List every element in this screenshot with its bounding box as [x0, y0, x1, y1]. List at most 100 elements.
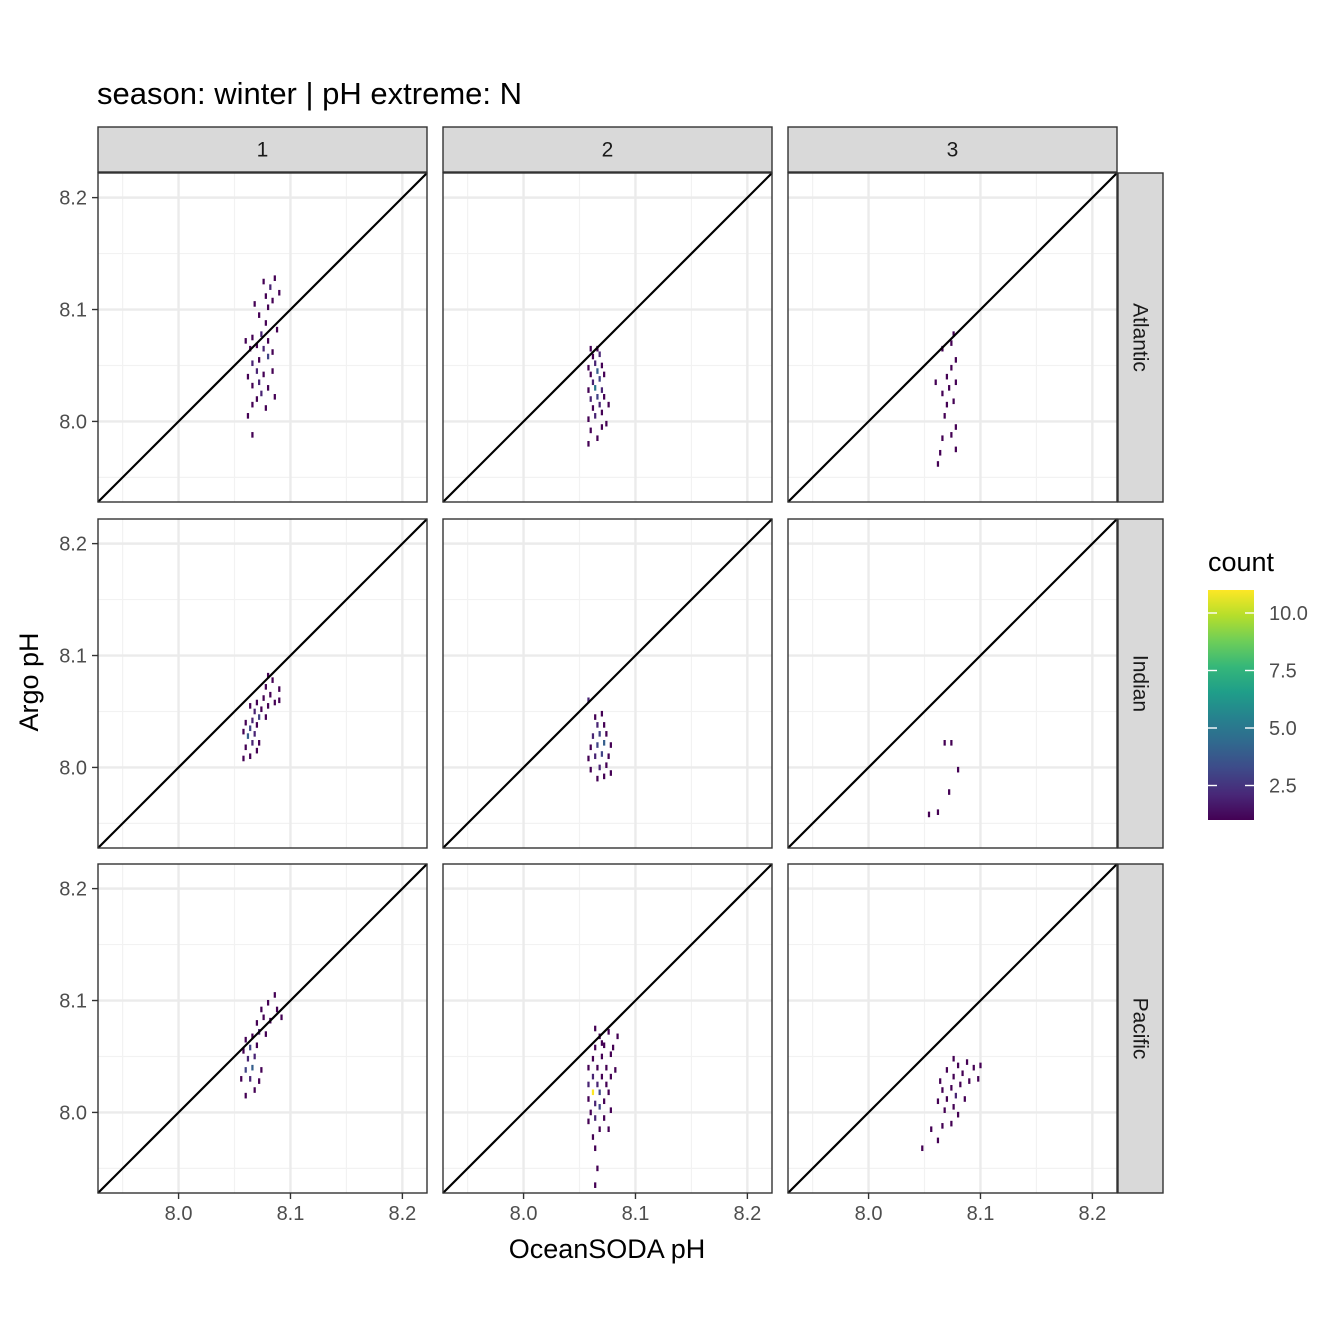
heatmap-bin [253, 1053, 256, 1060]
heatmap-bin [271, 349, 274, 355]
heatmap-bin [954, 357, 957, 363]
heatmap-bin [603, 740, 606, 746]
panel-indian-3 [787, 518, 1118, 849]
heatmap-bin [600, 424, 604, 430]
x-tick-label: 8.1 [277, 1203, 305, 1225]
heatmap-bin [253, 731, 256, 737]
heatmap-bin [271, 368, 274, 374]
heatmap-bin [607, 753, 610, 760]
identity-line [97, 172, 428, 503]
identity-line [442, 518, 773, 849]
heatmap-bin [255, 396, 259, 402]
heatmap-bin [596, 722, 599, 728]
heatmap-bin [258, 1078, 261, 1084]
legend-tick-label: 10.0 [1269, 603, 1308, 625]
heatmap-bin [264, 293, 267, 299]
x-tick-label: 8.1 [622, 1203, 650, 1225]
heatmap-bin [591, 353, 595, 360]
heatmap-bin [977, 1076, 980, 1082]
heatmap-bin [591, 1134, 595, 1140]
heatmap-bin [273, 275, 276, 281]
heatmap-bin [603, 394, 606, 400]
heatmap-bin [255, 368, 259, 374]
panel-border [787, 863, 1118, 1194]
heatmap-bin [249, 1076, 252, 1082]
heatmap-bin [255, 1042, 259, 1049]
y-tick-label: 8.1 [59, 300, 87, 322]
heatmap-bin [598, 1104, 601, 1110]
panel-border [787, 518, 1118, 849]
heatmap-bin [603, 722, 606, 728]
heatmap-bin [927, 811, 931, 818]
x-tick-label: 8.2 [1078, 1203, 1106, 1225]
heatmap-bin [589, 396, 592, 402]
heatmap-bin [242, 755, 245, 762]
strip-background [787, 126, 1118, 173]
heatmap-bin [255, 699, 259, 706]
y-tick-label: 8.0 [59, 411, 87, 433]
heatmap-bin [260, 331, 263, 337]
heatmap-bin [598, 764, 601, 771]
chart-title: season: winter | pH extreme: N [97, 76, 522, 111]
heatmap-bin [251, 401, 254, 408]
heatmap-bin [273, 992, 276, 998]
heatmap-bin [950, 364, 953, 371]
legend-title: count [1208, 547, 1275, 577]
heatmap-bin [244, 338, 247, 344]
heatmap-bin [249, 1044, 252, 1051]
panel-border [442, 518, 773, 849]
heatmap-bin [596, 1081, 599, 1088]
heatmap-bin [600, 751, 604, 757]
heatmap-bin [596, 1064, 599, 1071]
heatmap-bin [587, 1064, 590, 1071]
heatmap-bin [609, 770, 612, 776]
heatmap-bin [244, 1092, 247, 1099]
heatmap-bin [945, 1096, 949, 1102]
heatmap-bin [258, 312, 261, 318]
heatmap-bin [972, 1064, 975, 1071]
heatmap-bin [278, 686, 281, 692]
heatmap-bin [269, 691, 272, 698]
heatmap-bin [242, 728, 245, 735]
heatmap-bin [251, 334, 254, 341]
heatmap-bin [589, 427, 592, 434]
heatmap-bin [948, 789, 951, 795]
heatmap-bin [616, 1033, 619, 1040]
heatmap-bin [950, 1120, 953, 1127]
heatmap-bin [594, 1115, 597, 1121]
heatmap-bin [587, 387, 590, 393]
facet-panels [97, 172, 1118, 1194]
heatmap-bin [587, 1096, 590, 1102]
heatmap-bin [240, 1076, 243, 1082]
heatmap-bin [589, 371, 592, 378]
heatmap-bin [587, 755, 590, 762]
heatmap-bin [934, 379, 937, 386]
heatmap-bin [963, 1096, 966, 1102]
axes: 8.0 8.1 8.2 8.0 8.1 8.2 8.0 8.1 8.2 8.0 8.1 8.2 8.0 8… [59, 188, 1106, 1225]
heatmap-bin [266, 304, 270, 311]
heatmap-bin [262, 345, 265, 352]
heatmap-bin [956, 1062, 960, 1069]
heatmap-bin [589, 345, 592, 352]
heatmap-bin [258, 740, 261, 746]
strip-label: 1 [257, 139, 269, 162]
heatmap-bin [266, 999, 270, 1006]
heatmap-bin [275, 1006, 279, 1013]
heatmap-bin [598, 1126, 601, 1133]
identity-line [442, 863, 773, 1194]
heatmap-bin [596, 1165, 599, 1172]
heatmap-bin [954, 446, 957, 453]
heatmap-bin [587, 416, 590, 422]
heatmap-bin [600, 1073, 604, 1080]
heatmap-bin [605, 420, 608, 427]
heatmap-bin [278, 697, 281, 704]
heatmap-bin [260, 706, 263, 713]
heatmap-bin [959, 1081, 962, 1088]
heatmap-bin [594, 1044, 597, 1051]
heatmap-bin [941, 435, 944, 442]
heatmap-bin [587, 364, 590, 371]
heatmap-bin [591, 733, 595, 739]
heatmap-bin [260, 1067, 263, 1073]
heatmap-bin [941, 1123, 944, 1129]
